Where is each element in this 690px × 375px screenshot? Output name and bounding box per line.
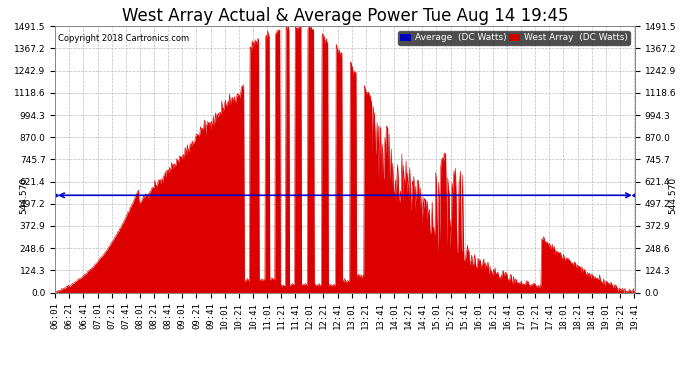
- Text: Copyright 2018 Cartronics.com: Copyright 2018 Cartronics.com: [58, 34, 189, 43]
- Text: 544.570: 544.570: [668, 177, 677, 214]
- Text: 544.570: 544.570: [19, 177, 28, 214]
- Title: West Array Actual & Average Power Tue Aug 14 19:45: West Array Actual & Average Power Tue Au…: [121, 7, 569, 25]
- Legend: Average  (DC Watts), West Array  (DC Watts): Average (DC Watts), West Array (DC Watts…: [397, 31, 630, 45]
